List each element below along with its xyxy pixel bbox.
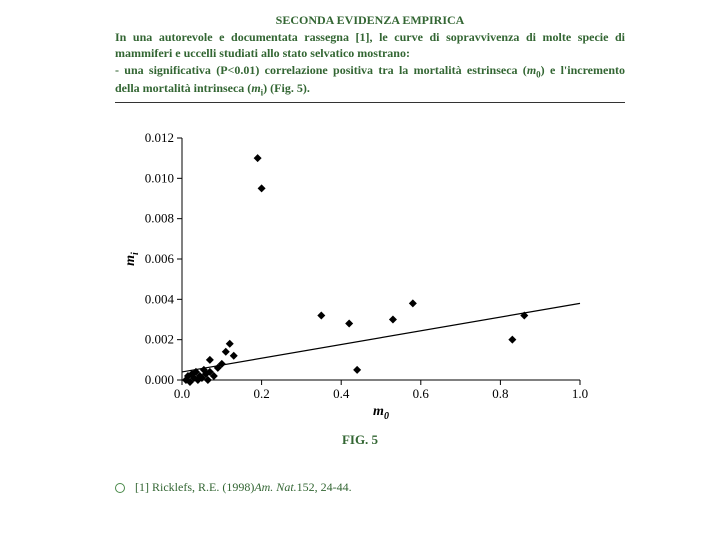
svg-text:m0: m0 xyxy=(373,404,389,420)
svg-text:0.002: 0.002 xyxy=(145,332,174,347)
header-line2a: - una significativa (P<0.01) correlazion… xyxy=(115,63,527,77)
header-text-block: SECONDA EVIDENZA EMPIRICA In una autorev… xyxy=(115,12,625,103)
scatter-chart: 0.000 0.002 0.004 0.006 0.008 0.010 0.012 0.0 0.… xyxy=(120,130,590,420)
svg-text:0.012: 0.012 xyxy=(145,130,174,145)
svg-text:0.0: 0.0 xyxy=(174,386,190,401)
svg-text:0.6: 0.6 xyxy=(413,386,430,401)
svg-text:0.006: 0.006 xyxy=(145,251,175,266)
svg-text:0.4: 0.4 xyxy=(333,386,350,401)
header-title: SECONDA EVIDENZA EMPIRICA xyxy=(115,12,625,28)
svg-text:0.008: 0.008 xyxy=(145,211,174,226)
header-line2c: ) (Fig. 5). xyxy=(263,81,310,95)
svg-text:0.2: 0.2 xyxy=(253,386,269,401)
svg-text:mi: mi xyxy=(123,252,141,266)
header-paragraph: In una autorevole e documentata rassegna… xyxy=(115,29,625,98)
bullet-icon xyxy=(115,483,125,493)
svg-text:0.000: 0.000 xyxy=(145,372,174,387)
var-mi-m: m xyxy=(251,81,260,95)
divider-line xyxy=(115,102,625,103)
citation-journal: Am. Nat. xyxy=(254,480,296,495)
svg-text:1.0: 1.0 xyxy=(572,386,588,401)
citation-prefix: [1] Ricklefs, R.E. (1998) xyxy=(135,480,254,495)
var-m0-m: m xyxy=(527,63,536,77)
header-line1: In una autorevole e documentata rassegna… xyxy=(115,30,625,60)
figure-caption: FIG. 5 xyxy=(0,432,720,448)
svg-text:0.8: 0.8 xyxy=(492,386,508,401)
citation-suffix: 152, 24-44. xyxy=(297,480,352,495)
chart-svg: 0.000 0.002 0.004 0.006 0.008 0.010 0.012 0.0 0.… xyxy=(120,130,590,420)
svg-text:0.010: 0.010 xyxy=(145,170,174,185)
citation: [1] Ricklefs, R.E. (1998) Am. Nat. 152, … xyxy=(115,480,352,495)
svg-text:0.004: 0.004 xyxy=(145,291,175,306)
